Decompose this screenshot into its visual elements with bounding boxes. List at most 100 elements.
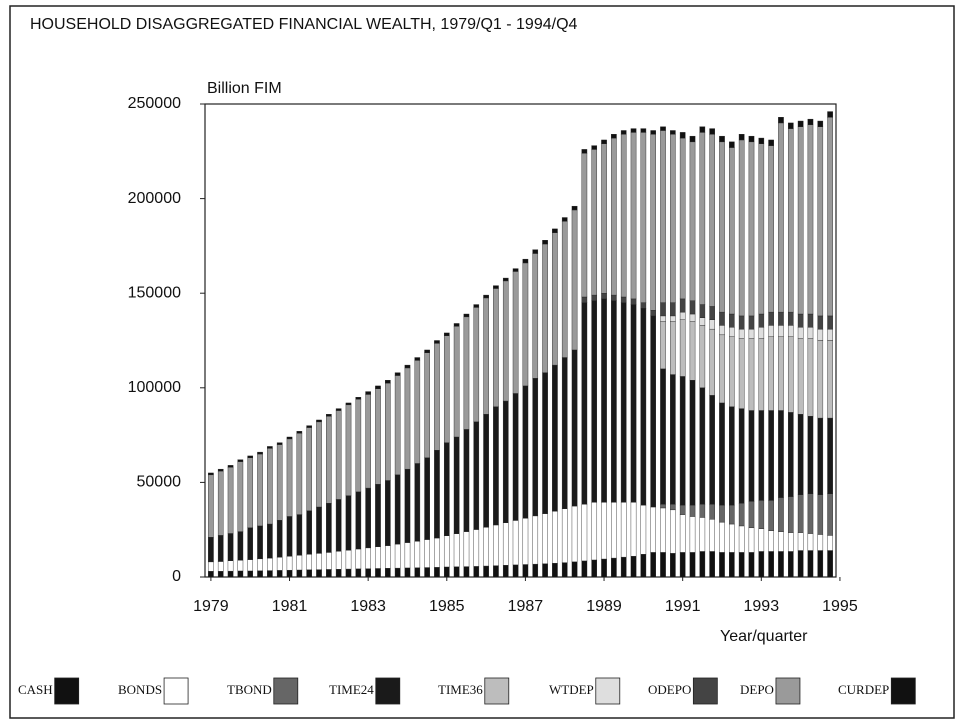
bar-segment — [306, 554, 312, 571]
bar-segment — [227, 465, 234, 468]
bar-segment — [571, 209, 578, 351]
bar-segment — [493, 565, 499, 578]
bar-segment — [748, 338, 755, 411]
bar-segment — [561, 217, 568, 222]
bar-segment — [571, 505, 578, 563]
bar-segment — [542, 372, 548, 514]
bar-segment — [385, 380, 391, 384]
bar-segment — [365, 547, 371, 569]
bar-segment — [660, 552, 666, 578]
bar-segment — [522, 564, 529, 578]
bar-segment — [699, 304, 706, 318]
bar-segment — [276, 442, 283, 445]
bar-segment — [611, 502, 617, 559]
bar-segment — [768, 551, 774, 578]
bar-segment — [679, 552, 686, 578]
bar-segment — [463, 566, 470, 578]
bar-segment — [581, 152, 588, 298]
bar-segment — [493, 288, 499, 407]
bar-segment — [286, 555, 293, 571]
bar-segment — [453, 436, 460, 534]
bar-segment — [817, 534, 824, 551]
bar-segment — [267, 570, 273, 578]
x-tick-label: 1985 — [429, 598, 465, 615]
bar-segment — [306, 510, 312, 555]
bar-segment — [650, 506, 656, 553]
bar-segment — [601, 558, 607, 578]
bar-segment — [709, 328, 715, 396]
bar-segment — [650, 130, 656, 135]
bar-segment — [787, 551, 794, 578]
bar-segment — [758, 327, 765, 339]
bar-segment — [709, 395, 715, 505]
bar-segment — [345, 402, 352, 406]
bar-segment — [326, 503, 332, 553]
bar-segment — [758, 137, 765, 144]
bar-segment — [729, 336, 735, 407]
bar-segment — [807, 550, 814, 578]
bar-segment — [591, 300, 598, 503]
bar-segment — [620, 134, 627, 298]
bar-segment — [404, 364, 411, 369]
bar-segment — [768, 145, 774, 313]
bar-segment — [699, 317, 706, 326]
bar-segment — [640, 128, 647, 133]
bar-segment — [807, 313, 814, 328]
bar-segment — [571, 205, 578, 211]
y-tick-label: 0 — [172, 568, 181, 585]
bar-segment — [345, 549, 352, 570]
bar-segment — [787, 311, 794, 326]
bar-segment — [630, 298, 637, 305]
bar-segment — [257, 558, 263, 571]
bar-segment — [257, 525, 263, 560]
bar-segment — [699, 126, 706, 133]
bar-segment — [414, 567, 421, 578]
bar-segment — [394, 567, 401, 578]
bar-segment — [473, 307, 480, 423]
bar-segment — [365, 391, 371, 395]
bar-segment — [738, 338, 745, 409]
bar-segment — [512, 564, 519, 578]
bar-segment — [375, 568, 381, 578]
bar-segment — [827, 111, 833, 118]
bar-segment — [483, 565, 489, 578]
bar-segment — [768, 311, 774, 326]
bar-segment — [797, 327, 804, 339]
bar-segment — [316, 419, 322, 423]
bar-segment — [581, 149, 588, 154]
bar-segment — [335, 551, 342, 570]
bar-segment — [267, 446, 273, 449]
bar-segment — [473, 566, 480, 578]
bar-segment — [817, 550, 824, 578]
x-axis-label: Year/quarter — [720, 628, 808, 645]
bar-segment — [679, 132, 686, 139]
plot-area — [204, 103, 837, 578]
bar-segment — [326, 415, 332, 504]
bar-segment — [807, 118, 814, 126]
legend-label: CASH — [18, 682, 53, 697]
bar-segment — [227, 570, 234, 578]
bar-segment — [385, 382, 391, 481]
bar-segment — [797, 550, 804, 578]
bar-segment — [247, 570, 254, 578]
bar-segment — [748, 527, 755, 553]
x-tick-label: 1995 — [822, 598, 858, 615]
bar-segment — [768, 530, 774, 552]
bar-segment — [660, 368, 666, 505]
bar-segment — [778, 551, 784, 578]
bar-segment — [502, 277, 509, 282]
bar-segment — [591, 149, 598, 296]
bar-segment — [650, 134, 656, 311]
bar-segment — [807, 327, 814, 339]
bar-segment — [414, 357, 421, 361]
bar-segment — [532, 249, 539, 254]
bar-segment — [679, 298, 686, 313]
bar-segment — [217, 470, 224, 536]
legend-swatch — [890, 677, 916, 705]
bar-segment — [552, 510, 558, 564]
bar-segment — [404, 367, 411, 470]
bar-segment — [817, 120, 824, 127]
bar-segment — [522, 385, 529, 519]
bar-segment — [787, 325, 794, 337]
frame — [9, 5, 955, 719]
